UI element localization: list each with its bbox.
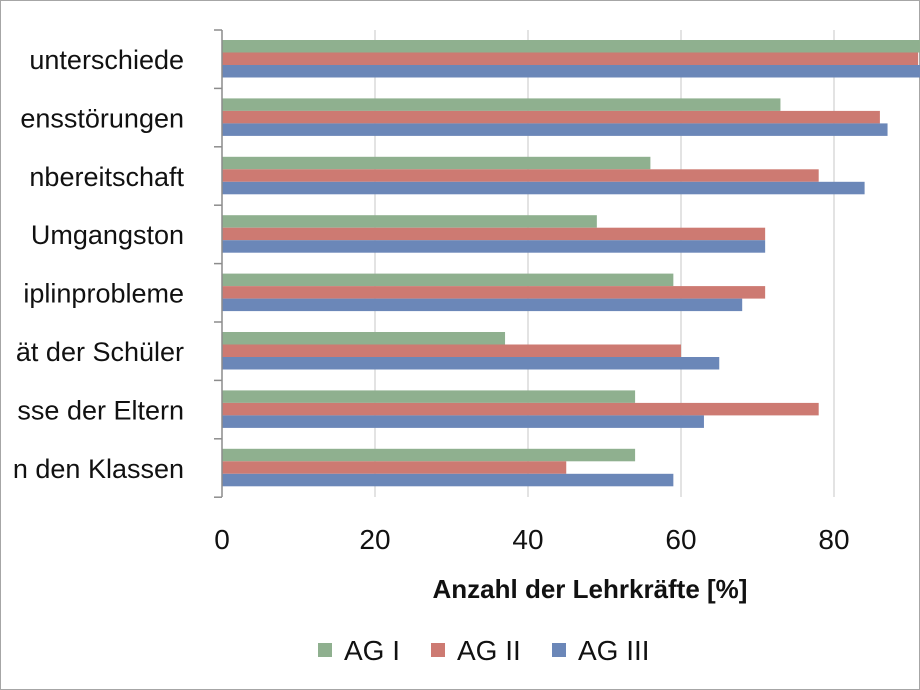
- bar-ag-i-6: [222, 390, 636, 403]
- legend-label-ag-i: AG I: [344, 635, 400, 666]
- axes: [214, 29, 223, 498]
- bar-ag-ii-0: [222, 52, 919, 65]
- category-label: n den Klassen: [13, 454, 184, 484]
- bar-ag-iii-6: [222, 415, 704, 428]
- x-tick-label: 20: [359, 524, 390, 555]
- bar-ag-iii-0: [222, 65, 920, 78]
- bar-ag-iii-3: [222, 240, 766, 253]
- category-label: sse der Eltern: [17, 395, 184, 425]
- bar-ag-ii-7: [222, 461, 567, 474]
- category-label: iplinprobleme: [23, 279, 184, 309]
- bar-ag-ii-3: [222, 227, 766, 241]
- bar-ag-i-0: [222, 40, 920, 53]
- bar-ag-ii-4: [222, 286, 766, 299]
- category-label: ät der Schüler: [16, 337, 184, 367]
- legend-swatch-ag-ii: [431, 643, 445, 657]
- bar-ag-i-4: [222, 273, 674, 287]
- category-label: Umgangston: [31, 220, 184, 250]
- category-label: nbereitschaft: [29, 162, 184, 192]
- bar-ag-iii-5: [222, 357, 720, 370]
- bar-ag-i-1: [222, 98, 781, 111]
- legend-swatch-ag-i: [318, 643, 332, 657]
- x-tick-label: 0: [214, 524, 230, 555]
- x-tick-label: 80: [818, 524, 849, 555]
- category-labels: unterschiede ensstörungen nbereitschaft Umg…: [13, 45, 185, 484]
- category-label: ensstörungen: [20, 103, 184, 133]
- legend-label-ag-iii: AG III: [578, 635, 650, 666]
- bars: [222, 40, 920, 487]
- bar-ag-ii-6: [222, 402, 819, 416]
- legend-label-ag-ii: AG II: [457, 635, 521, 666]
- legend-swatch-ag-iii: [552, 643, 566, 657]
- bar-ag-iii-7: [222, 473, 674, 487]
- bar-ag-i-7: [222, 448, 636, 462]
- x-axis-title: Anzahl der Lehrkräfte [%]: [433, 574, 748, 604]
- bar-ag-i-2: [222, 156, 651, 170]
- bar-ag-ii-1: [222, 110, 880, 124]
- x-tick-label: 40: [512, 524, 543, 555]
- legend: AG I AG II AG III: [318, 635, 650, 666]
- bar-ag-i-5: [222, 332, 506, 345]
- bar-ag-iii-1: [222, 123, 888, 136]
- x-tick-labels: 0 20 40 60 80: [214, 524, 849, 555]
- x-tick-label: 60: [665, 524, 696, 555]
- bar-ag-ii-5: [222, 344, 681, 357]
- bar-ag-i-3: [222, 215, 597, 228]
- bar-ag-iii-2: [222, 181, 865, 195]
- bar-ag-ii-2: [222, 169, 819, 182]
- category-label: unterschiede: [29, 45, 184, 75]
- bar-ag-iii-4: [222, 298, 743, 312]
